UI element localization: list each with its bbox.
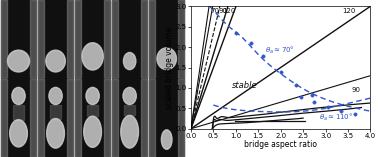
Text: 120: 120 <box>222 8 235 14</box>
Ellipse shape <box>47 119 64 148</box>
Point <box>248 42 254 44</box>
Point <box>311 101 318 103</box>
X-axis label: bridge aspect ratio: bridge aspect ratio <box>244 140 317 149</box>
Text: $\theta_a \approx 70°$: $\theta_a \approx 70°$ <box>265 45 295 56</box>
Ellipse shape <box>124 52 136 70</box>
Ellipse shape <box>49 87 62 105</box>
Ellipse shape <box>46 50 65 72</box>
Y-axis label: scaled bridge volume: scaled bridge volume <box>165 26 174 109</box>
Ellipse shape <box>123 87 136 105</box>
Text: $\theta_a \approx 110°$: $\theta_a \approx 110°$ <box>319 112 353 123</box>
Ellipse shape <box>161 130 172 149</box>
Point <box>325 106 331 108</box>
Point <box>338 110 344 112</box>
Bar <box>87 105 98 116</box>
Point <box>309 94 315 97</box>
Bar <box>50 105 61 119</box>
Ellipse shape <box>157 48 177 70</box>
Point <box>277 71 284 74</box>
Text: stable: stable <box>232 81 257 90</box>
Ellipse shape <box>12 87 25 105</box>
Point <box>293 83 299 86</box>
Bar <box>13 105 24 120</box>
Point <box>260 55 266 57</box>
Point <box>233 32 239 34</box>
Ellipse shape <box>86 87 99 105</box>
Ellipse shape <box>82 43 103 70</box>
Point <box>352 113 358 115</box>
Bar <box>124 105 135 115</box>
Text: 120: 120 <box>343 8 356 14</box>
Ellipse shape <box>84 116 102 147</box>
Text: 70: 70 <box>211 8 219 14</box>
Text: 90: 90 <box>218 8 228 14</box>
Ellipse shape <box>10 120 27 147</box>
Ellipse shape <box>121 115 139 148</box>
Point <box>298 96 304 98</box>
Text: 90: 90 <box>352 87 361 93</box>
Ellipse shape <box>8 50 29 72</box>
